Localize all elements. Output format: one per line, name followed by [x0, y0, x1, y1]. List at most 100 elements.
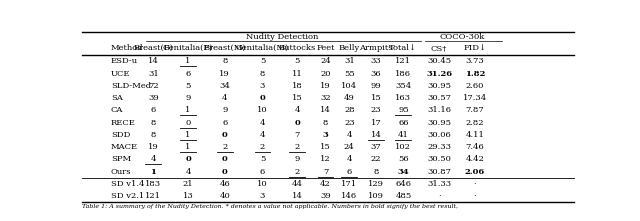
Text: CA: CA	[111, 106, 123, 114]
Text: 3: 3	[260, 82, 265, 90]
Text: 2.60: 2.60	[466, 82, 484, 90]
Text: Ours: Ours	[111, 168, 131, 175]
Text: 5: 5	[294, 57, 300, 65]
Text: 8: 8	[151, 131, 156, 139]
Text: 7.46: 7.46	[465, 143, 484, 151]
Text: Breast(F): Breast(F)	[134, 44, 173, 52]
Text: 129: 129	[368, 180, 384, 188]
Text: 3: 3	[260, 192, 265, 200]
Text: Method: Method	[111, 44, 143, 52]
Text: 20: 20	[320, 70, 331, 78]
Text: 3: 3	[323, 131, 328, 139]
Text: 4.11: 4.11	[465, 131, 484, 139]
Text: 28: 28	[344, 106, 355, 114]
Text: 1.82: 1.82	[465, 70, 485, 78]
Text: 39: 39	[320, 192, 331, 200]
Text: 8: 8	[222, 57, 227, 65]
Text: 30.57: 30.57	[427, 94, 451, 102]
Text: 31.26: 31.26	[426, 70, 452, 78]
Text: 8: 8	[323, 118, 328, 127]
Text: 4: 4	[186, 168, 191, 175]
Text: 13: 13	[183, 192, 193, 200]
Text: 2: 2	[260, 143, 265, 151]
Text: 4: 4	[347, 131, 352, 139]
Text: 104: 104	[341, 82, 357, 90]
Text: SPM: SPM	[111, 155, 131, 163]
Text: Buttocks: Buttocks	[278, 44, 316, 52]
Text: 0: 0	[186, 118, 191, 127]
Text: 19: 19	[320, 82, 331, 90]
Text: 1: 1	[150, 168, 156, 175]
Text: 42: 42	[320, 180, 331, 188]
Text: 33: 33	[371, 57, 381, 65]
Text: 15: 15	[320, 143, 331, 151]
Text: 99: 99	[371, 82, 381, 90]
Text: 17.34: 17.34	[463, 94, 487, 102]
Text: 6: 6	[151, 106, 156, 114]
Text: 3.73: 3.73	[465, 57, 484, 65]
Text: ·: ·	[474, 180, 476, 188]
Text: 30.95: 30.95	[427, 118, 451, 127]
Text: 0: 0	[294, 118, 300, 127]
Text: 24: 24	[344, 143, 355, 151]
Text: 14: 14	[371, 131, 381, 139]
Text: 22: 22	[371, 155, 381, 163]
Text: SD v2.1: SD v2.1	[111, 192, 144, 200]
Text: 9: 9	[186, 94, 191, 102]
Text: Belly: Belly	[339, 44, 360, 52]
Text: 6: 6	[347, 168, 352, 175]
Text: 4.42: 4.42	[465, 155, 484, 163]
Text: 0: 0	[222, 168, 228, 175]
Text: ESD-u: ESD-u	[111, 57, 138, 65]
Text: CS†: CS†	[431, 44, 447, 52]
Text: 9: 9	[222, 106, 227, 114]
Text: 7.87: 7.87	[465, 106, 484, 114]
Text: 5: 5	[260, 155, 265, 163]
Text: 17: 17	[371, 118, 381, 127]
Text: ·: ·	[438, 192, 440, 200]
Text: 0: 0	[185, 155, 191, 163]
Text: 2: 2	[294, 143, 300, 151]
Text: 30.06: 30.06	[428, 131, 451, 139]
Text: RECE: RECE	[111, 118, 136, 127]
Text: 102: 102	[396, 143, 412, 151]
Text: 8: 8	[260, 70, 265, 78]
Text: 7: 7	[294, 131, 300, 139]
Text: 4: 4	[260, 131, 265, 139]
Text: 14: 14	[292, 192, 303, 200]
Text: 10: 10	[257, 180, 268, 188]
Text: 19: 19	[220, 70, 230, 78]
Text: 5: 5	[260, 57, 265, 65]
Text: 485: 485	[396, 192, 412, 200]
Text: 31.33: 31.33	[427, 180, 451, 188]
Text: 163: 163	[396, 94, 412, 102]
Text: 8: 8	[373, 168, 379, 175]
Text: SD v1.4: SD v1.4	[111, 180, 144, 188]
Text: 2: 2	[294, 168, 300, 175]
Text: COCO-30k: COCO-30k	[439, 33, 484, 41]
Text: 31: 31	[148, 70, 159, 78]
Text: 121: 121	[396, 57, 412, 65]
Text: 10: 10	[257, 106, 268, 114]
Text: 6: 6	[260, 168, 265, 175]
Text: 4: 4	[294, 106, 300, 114]
Text: SA: SA	[111, 94, 123, 102]
Text: 72: 72	[148, 82, 159, 90]
Text: 121: 121	[145, 192, 161, 200]
Text: UCE: UCE	[111, 70, 131, 78]
Text: 55: 55	[344, 70, 355, 78]
Text: 183: 183	[145, 180, 161, 188]
Text: 14: 14	[148, 57, 159, 65]
Text: 8: 8	[151, 118, 156, 127]
Text: 4: 4	[222, 94, 228, 102]
Text: 1: 1	[186, 131, 191, 139]
Text: 1: 1	[186, 106, 191, 114]
Text: 7: 7	[323, 168, 328, 175]
Text: 40: 40	[220, 192, 230, 200]
Text: 5: 5	[186, 82, 191, 90]
Text: 6: 6	[222, 118, 227, 127]
Text: Breast(M): Breast(M)	[204, 44, 246, 52]
Text: 34: 34	[220, 82, 230, 90]
Text: 19: 19	[148, 143, 159, 151]
Text: 6: 6	[186, 70, 191, 78]
